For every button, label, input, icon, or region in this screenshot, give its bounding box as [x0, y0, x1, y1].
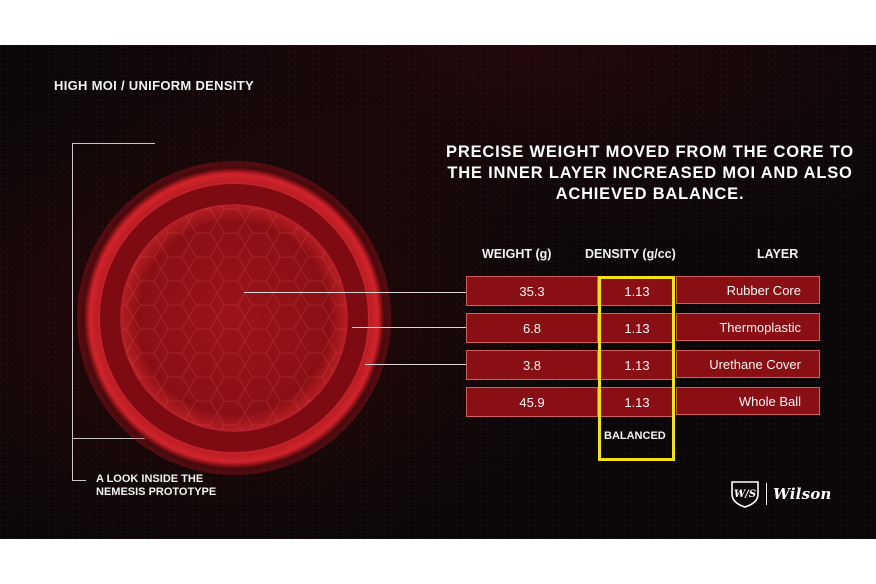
weight-cell: 35.3 — [466, 276, 598, 306]
layer-cell: Urethane Cover — [676, 350, 820, 378]
ball-bracket — [72, 143, 155, 439]
leader-core — [244, 292, 466, 293]
bracket-tail-tick — [72, 480, 86, 481]
weight-cell: 6.8 — [466, 313, 598, 343]
layer-cell: Whole Ball — [676, 387, 820, 415]
ball-caption: A LOOK INSIDE THE NEMESIS PROTOTYPE — [96, 473, 216, 499]
density-cell: 1.13 — [600, 350, 674, 380]
header-layer: LAYER — [757, 247, 799, 261]
density-highlight-box — [598, 276, 675, 461]
layer-cell: Thermoplastic — [676, 313, 820, 341]
weight-cell: 3.8 — [466, 350, 598, 380]
ws-shield-icon: W/S — [731, 481, 759, 508]
leader-cover — [365, 364, 466, 365]
table-row: 3.8 1.13 Urethane Cover — [466, 350, 822, 380]
table-row: 45.9 1.13 Whole Ball — [466, 387, 822, 417]
bracket-tail — [72, 439, 73, 481]
header-density: DENSITY (g/cc) — [585, 247, 676, 261]
balanced-label: BALANCED — [604, 430, 666, 442]
table-row: 6.8 1.13 Thermoplastic — [466, 313, 822, 343]
layer-cell: Rubber Core — [676, 276, 820, 304]
weight-cell: 45.9 — [466, 387, 598, 417]
section-title: HIGH MOI / UNIFORM DENSITY — [54, 78, 254, 93]
logo-wordmark: Wilson — [773, 485, 832, 503]
caption-line-1: A LOOK INSIDE THE — [96, 473, 204, 485]
caption-line-2: NEMESIS PROTOTYPE — [96, 486, 217, 498]
header-weight: WEIGHT (g) — [482, 247, 552, 261]
logo-monogram: W/S — [734, 489, 756, 500]
leader-thermoplastic — [352, 327, 466, 328]
headline: PRECISE WEIGHT MOVED FROM THE CORE TO TH… — [446, 143, 854, 203]
logo-separator — [766, 483, 767, 505]
golf-ball-cross-section-icon — [77, 161, 391, 475]
hero-panel: HIGH MOI / UNIFORM DENSITY — [0, 45, 876, 539]
wilson-staff-logo: W/S Wilson — [730, 479, 832, 509]
